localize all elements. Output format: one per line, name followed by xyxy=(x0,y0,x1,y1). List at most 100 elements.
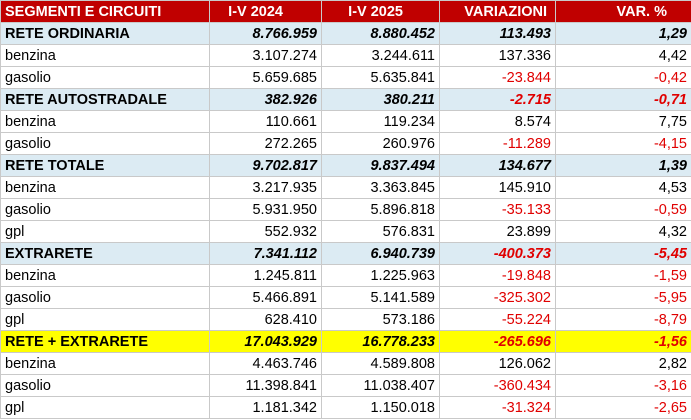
variation-cell: 134.677 xyxy=(439,154,556,177)
value-2024-cell: 8.766.959 xyxy=(209,22,322,45)
value-2025-cell: 5.635.841 xyxy=(321,66,440,89)
value-2024-cell: 3.107.274 xyxy=(209,44,322,67)
segment-cell: gasolio xyxy=(0,198,210,221)
value-2025-cell: 8.880.452 xyxy=(321,22,440,45)
variation-percent-cell: -4,15 xyxy=(555,132,691,155)
segment-cell: gasolio xyxy=(0,132,210,155)
header-row: SEGMENTI E CIRCUITI I-V 2024 I-V 2025 VA… xyxy=(0,0,691,23)
segment-cell: gpl xyxy=(0,220,210,243)
value-2024-cell: 1.245.811 xyxy=(209,264,322,287)
segment-cell: benzina xyxy=(0,110,210,133)
value-2024-cell: 3.217.935 xyxy=(209,176,322,199)
variation-percent-cell: -0,71 xyxy=(555,88,691,111)
value-2024-cell: 628.410 xyxy=(209,308,322,331)
variation-cell: -360.434 xyxy=(439,374,556,397)
variation-percent-cell: 2,82 xyxy=(555,352,691,375)
header-year-2024: I-V 2024 xyxy=(209,0,322,23)
section-row: RETE TOTALE 9.702.817 9.837.494 134.677 1,39 xyxy=(0,154,691,177)
section-row: RETE ORDINARIA 8.766.959 8.880.452 113.493 1… xyxy=(0,22,691,45)
value-2024-cell: 382.926 xyxy=(209,88,322,111)
table-row: gpl 1.181.342 1.150.018 -31.324 -2,65 xyxy=(0,396,691,419)
variation-percent-cell: 4,42 xyxy=(555,44,691,67)
table-row: benzina 110.661 119.234 8.574 7,75 xyxy=(0,110,691,133)
table-row: benzina 4.463.746 4.589.808 126.062 2,82 xyxy=(0,352,691,375)
segment-cell: RETE + EXTRARETE xyxy=(0,330,210,353)
variation-cell: -265.696 xyxy=(439,330,556,353)
segment-cell: benzina xyxy=(0,352,210,375)
value-2024-cell: 552.932 xyxy=(209,220,322,243)
header-year-2025: I-V 2025 xyxy=(321,0,440,23)
variation-percent-cell: -0,59 xyxy=(555,198,691,221)
segment-cell: EXTRARETE xyxy=(0,242,210,265)
header-variation: VARIAZIONI xyxy=(439,0,556,23)
variation-cell: -31.324 xyxy=(439,396,556,419)
variation-cell: 113.493 xyxy=(439,22,556,45)
variation-cell: -11.289 xyxy=(439,132,556,155)
variation-percent-cell: -5,45 xyxy=(555,242,691,265)
variation-cell: -55.224 xyxy=(439,308,556,331)
segment-cell: RETE ORDINARIA xyxy=(0,22,210,45)
value-2024-cell: 7.341.112 xyxy=(209,242,322,265)
segment-cell: gasolio xyxy=(0,286,210,309)
segment-cell: benzina xyxy=(0,176,210,199)
value-2024-cell: 272.265 xyxy=(209,132,322,155)
section-row: EXTRARETE 7.341.112 6.940.739 -400.373 -5,45 xyxy=(0,242,691,265)
total-row: RETE + EXTRARETE 17.043.929 16.778.233 -265… xyxy=(0,330,691,353)
table-row: gpl 628.410 573.186 -55.224 -8,79 xyxy=(0,308,691,331)
value-2025-cell: 1.225.963 xyxy=(321,264,440,287)
variation-cell: 145.910 xyxy=(439,176,556,199)
variation-percent-cell: -2,65 xyxy=(555,396,691,419)
segment-cell: benzina xyxy=(0,44,210,67)
segment-cell: RETE TOTALE xyxy=(0,154,210,177)
variation-cell: -400.373 xyxy=(439,242,556,265)
value-2024-cell: 9.702.817 xyxy=(209,154,322,177)
variation-percent-cell: 1,29 xyxy=(555,22,691,45)
variation-cell: 23.899 xyxy=(439,220,556,243)
table-row: gpl 552.932 576.831 23.899 4,32 xyxy=(0,220,691,243)
value-2025-cell: 380.211 xyxy=(321,88,440,111)
variation-percent-cell: -0,42 xyxy=(555,66,691,89)
value-2025-cell: 4.589.808 xyxy=(321,352,440,375)
value-2024-cell: 1.181.342 xyxy=(209,396,322,419)
variation-cell: -19.848 xyxy=(439,264,556,287)
segment-cell: benzina xyxy=(0,264,210,287)
table-row: gasolio 11.398.841 11.038.407 -360.434 -3,16 xyxy=(0,374,691,397)
variation-cell: -35.133 xyxy=(439,198,556,221)
segment-cell: gasolio xyxy=(0,66,210,89)
value-2025-cell: 9.837.494 xyxy=(321,154,440,177)
variation-cell: 8.574 xyxy=(439,110,556,133)
segment-cell: gasolio xyxy=(0,374,210,397)
variation-percent-cell: -3,16 xyxy=(555,374,691,397)
variation-percent-cell: 1,39 xyxy=(555,154,691,177)
variation-percent-cell: 4,32 xyxy=(555,220,691,243)
variation-percent-cell: 7,75 xyxy=(555,110,691,133)
variation-percent-cell: -1,56 xyxy=(555,330,691,353)
variation-cell: 137.336 xyxy=(439,44,556,67)
table-row: benzina 3.217.935 3.363.845 145.910 4,53 xyxy=(0,176,691,199)
value-2025-cell: 119.234 xyxy=(321,110,440,133)
variation-cell: -23.844 xyxy=(439,66,556,89)
value-2025-cell: 260.976 xyxy=(321,132,440,155)
variation-percent-cell: -8,79 xyxy=(555,308,691,331)
value-2025-cell: 6.940.739 xyxy=(321,242,440,265)
table-body: RETE ORDINARIA 8.766.959 8.880.452 113.493 1… xyxy=(0,22,691,419)
value-2024-cell: 5.466.891 xyxy=(209,286,322,309)
segment-cell: RETE AUTOSTRADALE xyxy=(0,88,210,111)
value-2025-cell: 1.150.018 xyxy=(321,396,440,419)
variation-percent-cell: -1,59 xyxy=(555,264,691,287)
value-2024-cell: 110.661 xyxy=(209,110,322,133)
table-row: gasolio 272.265 260.976 -11.289 -4,15 xyxy=(0,132,691,155)
table-row: gasolio 5.659.685 5.635.841 -23.844 -0,42 xyxy=(0,66,691,89)
variation-cell: -325.302 xyxy=(439,286,556,309)
value-2024-cell: 4.463.746 xyxy=(209,352,322,375)
value-2025-cell: 3.363.845 xyxy=(321,176,440,199)
table-header: SEGMENTI E CIRCUITI I-V 2024 I-V 2025 VA… xyxy=(0,0,691,23)
value-2025-cell: 576.831 xyxy=(321,220,440,243)
header-segment: SEGMENTI E CIRCUITI xyxy=(0,0,210,23)
variation-cell: -2.715 xyxy=(439,88,556,111)
variation-percent-cell: 4,53 xyxy=(555,176,691,199)
table-row: benzina 3.107.274 3.244.611 137.336 4,42 xyxy=(0,44,691,67)
table-row: gasolio 5.466.891 5.141.589 -325.302 -5,95 xyxy=(0,286,691,309)
value-2025-cell: 3.244.611 xyxy=(321,44,440,67)
